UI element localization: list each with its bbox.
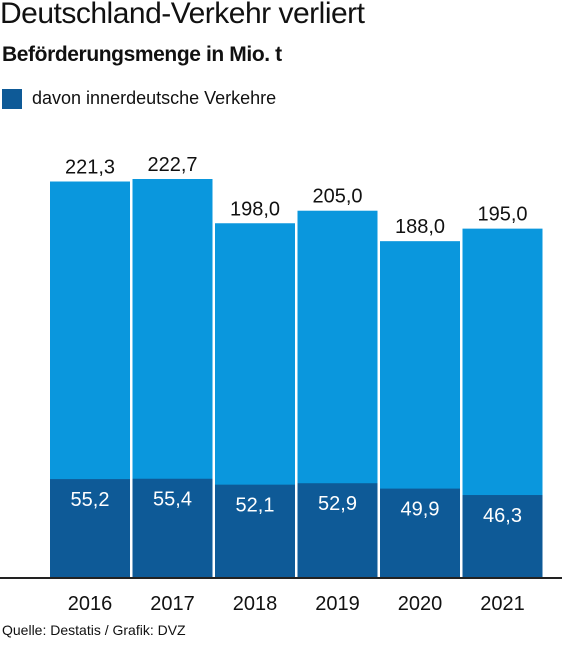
- total-label-2020: 188,0: [395, 216, 445, 238]
- total-label-2019: 205,0: [312, 186, 362, 208]
- chart-title: Deutschland-Verkehr verliert: [0, 0, 365, 30]
- bar-domestic-2020: [380, 488, 460, 578]
- total-label-2017: 222,7: [147, 154, 197, 176]
- bar-domestic-2016: [50, 479, 130, 578]
- total-label-2018: 198,0: [230, 198, 280, 220]
- legend-label-domestic: davon innerdeutsche Verkehre: [32, 88, 277, 108]
- x-tick-label-2016: 2016: [68, 593, 113, 615]
- legend-swatch-domestic: [2, 88, 22, 109]
- domestic-label-2021: 46,3: [483, 505, 522, 527]
- legend: davon innerdeutsche Verkehre: [2, 88, 276, 109]
- domestic-label-2016: 55,2: [71, 489, 110, 511]
- domestic-label-2020: 49,9: [401, 499, 440, 521]
- x-tick-label-2020: 2020: [398, 593, 443, 615]
- domestic-label-2019: 52,9: [318, 493, 357, 515]
- x-tick-label-2017: 2017: [150, 593, 195, 615]
- bar-domestic-2017: [132, 478, 213, 578]
- x-axis-ticks: 2016 2017 2018 2019 2020 2021: [68, 593, 525, 615]
- bar-domestic-2018: [215, 484, 295, 578]
- x-tick-label-2018: 2018: [233, 593, 278, 615]
- source-note: Quelle: Destatis / Grafik: DVZ: [2, 622, 186, 638]
- x-tick-label-2019: 2019: [315, 593, 360, 615]
- bars-group: 221,3 55,2 222,7 55,4 198,0 52,1 205,0 52,9 188,…: [50, 154, 543, 579]
- total-label-2021: 195,0: [477, 204, 527, 226]
- bar-domestic-2021: [462, 495, 543, 578]
- domestic-label-2017: 55,4: [153, 489, 192, 511]
- domestic-label-2018: 52,1: [236, 495, 275, 517]
- bar-domestic-2019: [297, 483, 378, 578]
- total-label-2016: 221,3: [65, 157, 115, 179]
- chart-subtitle: Beförderungsmenge in Mio. t: [2, 43, 282, 66]
- x-tick-label-2021: 2021: [480, 593, 525, 615]
